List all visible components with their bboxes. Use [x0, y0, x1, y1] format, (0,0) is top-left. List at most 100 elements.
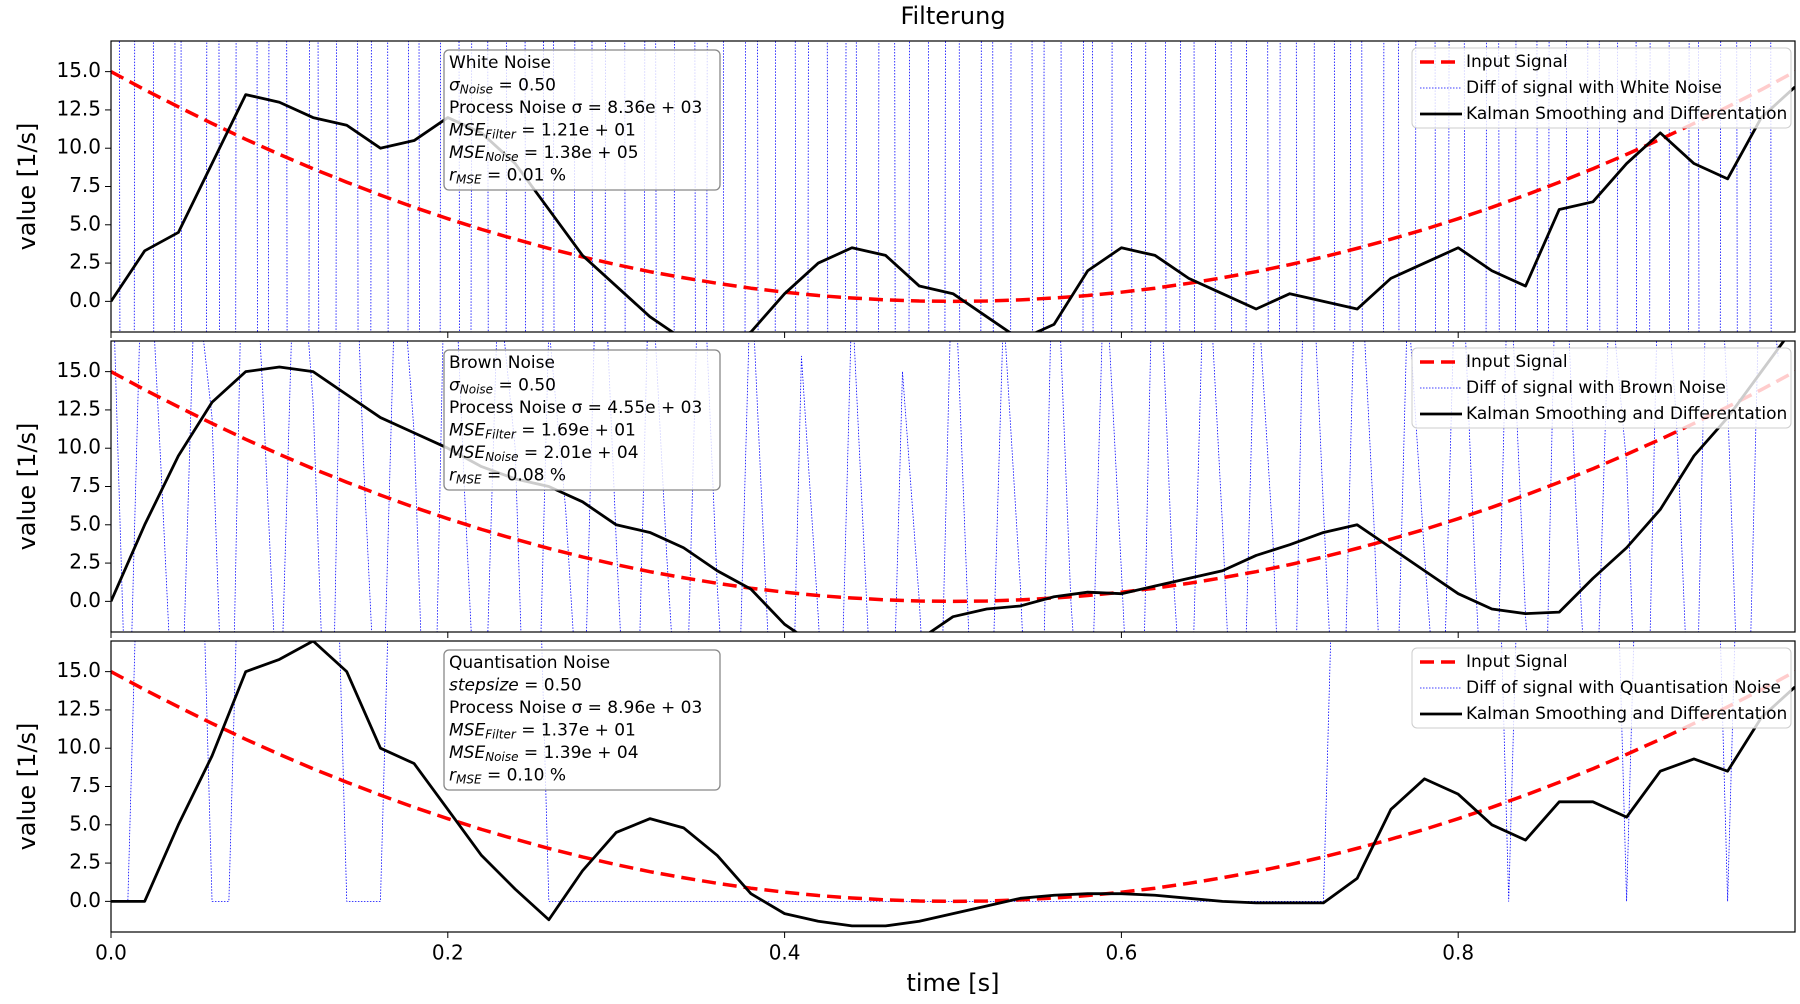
annotation-symbol: MSE	[449, 443, 485, 463]
annotation-subscript: Noise	[485, 450, 518, 464]
annotation-line: σNoise = 0.50	[449, 76, 556, 97]
y-tick-label: 5.0	[69, 511, 101, 535]
annotation-subscript: Filter	[485, 127, 517, 141]
annotation-symbol: MSE	[449, 743, 485, 763]
y-tick-label: 7.5	[69, 773, 101, 797]
series-line	[114, 341, 1779, 632]
annotation-subscript: MSE	[456, 772, 482, 786]
annotation-line: Process Noise σ = 8.36e + 03	[449, 98, 702, 118]
y-axis-label: value [1/s]	[13, 723, 41, 851]
annotation-value: = 0.50	[519, 676, 582, 696]
annotation-value: = 1.39e + 04	[519, 743, 639, 763]
annotation-symbol: σ	[449, 76, 461, 96]
plot-area	[111, 641, 1795, 928]
annotation-symbol: MSE	[449, 721, 485, 741]
chart-title: Filterung	[900, 2, 1005, 30]
annotation-value: = 1.38e + 05	[519, 143, 639, 163]
legend-label: Input Signal	[1466, 652, 1568, 672]
y-axis-label: value [1/s]	[13, 123, 41, 251]
y-tick-label: 10.0	[56, 735, 101, 759]
annotation-symbol: r	[449, 166, 457, 186]
annotation-line: MSEFilter = 1.69e + 01	[449, 421, 636, 442]
annotation-line: Quantisation Noise	[449, 653, 610, 673]
annotation-subscript: Noise	[460, 382, 493, 396]
y-tick-label: 0.0	[69, 888, 101, 912]
annotation-symbol: r	[449, 466, 457, 486]
plot-area	[111, 41, 1795, 332]
annotation-value: = 1.21e + 01	[516, 121, 636, 141]
annotation-box	[443, 649, 721, 791]
legend-label: Input Signal	[1466, 52, 1568, 72]
axes-frame	[110, 40, 1796, 333]
annotation-symbol: r	[449, 766, 457, 786]
annotation-line: stepsize = 0.50	[449, 676, 582, 696]
annotation-line: MSENoise = 1.38e + 05	[449, 143, 639, 164]
y-tick-label: 2.5	[69, 850, 101, 874]
y-tick-label: 7.5	[69, 473, 101, 497]
y-tick-label: 0.0	[69, 588, 101, 612]
legend-label: Input Signal	[1466, 352, 1568, 372]
legend-label: Diff of signal with Quantisation Noise	[1466, 678, 1781, 698]
y-tick-label: 10.0	[56, 435, 101, 459]
axes-frame	[110, 640, 1796, 933]
annotation-value: = 0.50	[493, 376, 556, 396]
annotation-subscript: MSE	[456, 172, 482, 186]
annotation-subscript: Noise	[460, 82, 493, 96]
annotation-box	[443, 349, 721, 491]
y-tick-label: 12.5	[56, 696, 101, 720]
plot-area	[111, 341, 1795, 632]
x-axis-label: time [s]	[906, 969, 999, 997]
annotation-subscript: Noise	[485, 150, 518, 164]
series-line	[111, 70, 1795, 304]
annotation-value: = 0.50	[493, 76, 556, 96]
annotation-line: rMSE = 0.01 %	[449, 166, 566, 187]
annotation-value: = 0.01 %	[482, 166, 566, 186]
annotation-line: MSEFilter = 1.21e + 01	[449, 121, 636, 142]
y-tick-label: 0.0	[69, 288, 101, 312]
series-line	[111, 370, 1795, 604]
y-tick-label: 5.0	[69, 211, 101, 235]
annotation-subscript: Noise	[485, 750, 518, 764]
annotation-symbol: stepsize	[449, 676, 519, 696]
legend-label: Kalman Smoothing and Differentation	[1466, 104, 1787, 124]
annotation-line: σNoise = 0.50	[449, 376, 556, 397]
x-tick-label: 0.2	[432, 941, 464, 965]
y-tick-label: 2.5	[69, 250, 101, 274]
series-line	[118, 41, 1772, 332]
annotation-value: = 1.37e + 01	[516, 721, 636, 741]
annotation-line: rMSE = 0.10 %	[449, 766, 566, 787]
y-axis-label: value [1/s]	[13, 423, 41, 551]
annotation-symbol: MSE	[449, 121, 485, 141]
annotation-line: MSEFilter = 1.37e + 01	[449, 721, 636, 742]
y-tick-label: 12.5	[56, 96, 101, 120]
series-line	[111, 85, 1795, 332]
annotation-subscript: Filter	[485, 727, 517, 741]
y-tick-label: 15.0	[56, 358, 101, 382]
annotation-box	[443, 49, 721, 191]
annotation-subscript: Filter	[485, 427, 517, 441]
annotation-line: Brown Noise	[449, 353, 555, 373]
y-tick-label: 10.0	[56, 135, 101, 159]
y-tick-label: 7.5	[69, 173, 101, 197]
annotation-line: Process Noise σ = 4.55e + 03	[449, 398, 702, 418]
x-tick-label: 0.6	[1105, 941, 1137, 965]
legend-label: Kalman Smoothing and Differentation	[1466, 704, 1787, 724]
x-tick-label: 0.4	[769, 941, 801, 965]
y-tick-label: 12.5	[56, 396, 101, 420]
annotation-line: rMSE = 0.08 %	[449, 466, 566, 487]
annotation-line: MSENoise = 1.39e + 04	[449, 743, 639, 764]
series-line	[111, 341, 1786, 632]
legend-box	[1411, 347, 1792, 429]
annotation-value: = 1.69e + 01	[516, 421, 636, 441]
legend-box	[1411, 47, 1792, 129]
y-tick-label: 2.5	[69, 550, 101, 574]
x-tick-label: 0.8	[1442, 941, 1474, 965]
axes-frame	[110, 340, 1796, 633]
annotation-line: Process Noise σ = 8.96e + 03	[449, 698, 702, 718]
y-tick-label: 5.0	[69, 811, 101, 835]
legend-label: Diff of signal with Brown Noise	[1466, 378, 1726, 398]
annotation-line: MSENoise = 2.01e + 04	[449, 443, 639, 464]
annotation-symbol: MSE	[449, 143, 485, 163]
annotation-symbol: MSE	[449, 421, 485, 441]
